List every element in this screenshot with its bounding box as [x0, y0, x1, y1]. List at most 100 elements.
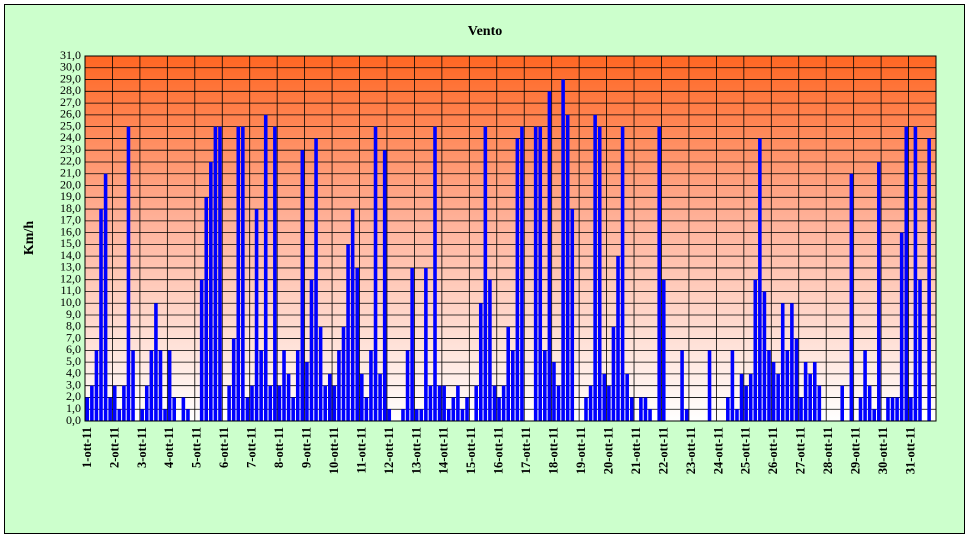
bar	[263, 114, 268, 421]
bar	[213, 126, 218, 421]
bar	[872, 409, 877, 421]
bar	[886, 397, 890, 421]
bar	[204, 197, 209, 421]
y-tick-label: 25,0	[60, 118, 81, 132]
bar	[474, 385, 478, 421]
bar	[515, 138, 520, 421]
bar	[442, 385, 446, 421]
bar	[337, 350, 341, 421]
bar	[639, 397, 643, 421]
bar	[268, 385, 273, 421]
bar	[543, 350, 547, 421]
x-tick-label: 1-ott-11	[80, 427, 94, 468]
x-tick-label: 28-ott-11	[821, 427, 835, 474]
bar	[790, 303, 794, 421]
bar	[456, 385, 460, 421]
x-tick-label: 5-ott-11	[190, 427, 204, 468]
bar	[167, 350, 172, 421]
bar	[360, 373, 364, 421]
bar	[186, 409, 190, 421]
bar	[140, 409, 144, 421]
bar	[122, 385, 126, 421]
bar	[909, 397, 913, 421]
bar	[488, 279, 492, 421]
y-tick-label: 28,0	[60, 83, 81, 97]
x-tick-label: 18-ott-11	[547, 427, 561, 474]
y-tick-label: 12,0	[60, 271, 81, 285]
plot-area	[85, 56, 936, 421]
bar	[913, 126, 918, 421]
bar	[611, 326, 616, 421]
bar	[890, 397, 895, 421]
bar	[648, 409, 652, 421]
bar	[758, 138, 762, 421]
bar	[684, 409, 689, 421]
bar	[808, 373, 812, 421]
bar	[154, 303, 158, 421]
bar	[405, 350, 410, 421]
bar	[460, 409, 465, 421]
y-tick-label: 29,0	[60, 71, 81, 85]
bar	[661, 279, 666, 421]
bar	[126, 126, 131, 421]
bar	[378, 373, 382, 421]
bar	[387, 409, 392, 421]
bar	[607, 385, 611, 421]
bar	[707, 350, 712, 421]
bar	[794, 338, 799, 421]
bar	[643, 397, 648, 421]
bar	[433, 126, 437, 421]
x-tick-label: 31-ott-11	[903, 427, 917, 474]
bar	[373, 126, 378, 421]
bar	[103, 173, 108, 421]
bar	[739, 373, 744, 421]
bar	[858, 397, 863, 421]
bar	[625, 373, 629, 421]
x-tick-label: 20-ott-11	[601, 427, 615, 474]
bar	[341, 326, 346, 421]
bar	[254, 209, 259, 421]
x-tick-label: 13-ott-11	[409, 427, 423, 474]
x-tick-label: 2-ott-11	[107, 427, 121, 468]
bar	[451, 397, 456, 421]
y-tick-label: 31,0	[60, 48, 81, 62]
y-axis-label: Km/h	[22, 221, 37, 255]
x-tick-label: 19-ott-11	[574, 427, 588, 474]
bar	[771, 362, 776, 421]
bar	[584, 397, 588, 421]
bar	[227, 385, 231, 421]
x-tick-label: 9-ott-11	[299, 427, 313, 468]
x-tick-label: 30-ott-11	[876, 427, 890, 474]
y-tick-label: 27,0	[60, 95, 81, 109]
x-tick-label: 4-ott-11	[162, 427, 176, 468]
bar	[570, 209, 575, 421]
x-tick-label: 27-ott-11	[794, 427, 808, 474]
bar	[428, 385, 433, 421]
y-tick-label: 16,0	[60, 224, 81, 238]
bar	[927, 138, 931, 421]
bar	[918, 279, 922, 421]
bar	[620, 126, 625, 421]
bar	[753, 279, 758, 421]
bar	[282, 350, 286, 421]
bar	[602, 373, 607, 421]
x-tick-label: 6-ott-11	[217, 427, 231, 468]
bar	[785, 350, 790, 421]
bar	[565, 114, 570, 421]
bar	[478, 303, 483, 421]
x-tick-label: 11-ott-11	[354, 427, 368, 474]
bar	[332, 385, 337, 421]
bar	[497, 397, 501, 421]
x-tick-label: 25-ott-11	[739, 427, 753, 474]
bar	[295, 350, 300, 421]
x-tick-label: 12-ott-11	[382, 427, 396, 474]
bar	[593, 114, 597, 421]
bar	[99, 209, 103, 421]
x-tick-label: 23-ott-11	[684, 427, 698, 474]
y-tick-label: 0,0	[66, 413, 81, 427]
bar	[446, 409, 451, 421]
x-tick-label: 29-ott-11	[849, 427, 863, 474]
bar	[90, 385, 94, 421]
bar	[350, 209, 355, 421]
y-tick-label: 7,0	[66, 330, 81, 344]
